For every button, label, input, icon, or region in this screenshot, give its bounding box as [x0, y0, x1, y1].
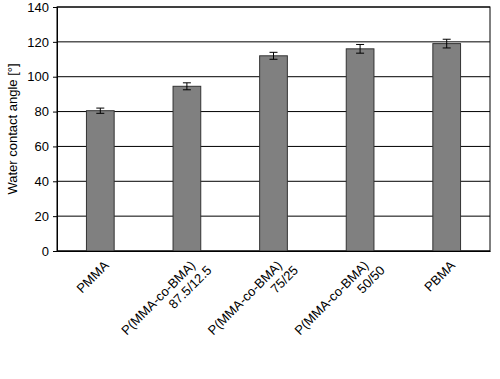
x-tick-label-line: P(MMA-co-BMA)	[205, 258, 285, 338]
chart: 020406080100120140PMMAP(MMA-co-BMA)87.5/…	[0, 0, 500, 379]
y-tick-mark	[53, 216, 57, 217]
y-tick: 40	[35, 174, 57, 189]
error-bar-line	[356, 53, 364, 54]
x-tick: P(MMA-co-BMA)87.5/12.5	[118, 251, 214, 348]
error-bar-line	[96, 113, 104, 114]
y-tick-label: 60	[35, 139, 49, 154]
y-tick: 20	[35, 209, 57, 224]
grid	[57, 7, 490, 251]
x-axis-line	[58, 251, 491, 252]
plot-frame	[57, 7, 490, 251]
x-tick-label: PMMA	[73, 257, 111, 295]
x-tick-label-line: 75/25	[267, 263, 301, 297]
error-bar	[356, 44, 364, 53]
bar	[346, 49, 374, 251]
y-tick: 100	[27, 69, 57, 84]
error-bar	[443, 39, 451, 48]
y-axis-line	[53, 8, 58, 252]
x-tick-label: P(MMA-co-BMA)87.5/12.5	[118, 252, 214, 348]
grid-line	[57, 41, 490, 42]
error-bar-line	[360, 44, 361, 53]
error-bar-line	[96, 108, 104, 109]
y-tick-mark	[53, 146, 57, 147]
bars	[86, 39, 460, 251]
error-bar-line	[186, 83, 187, 90]
error-bar	[96, 108, 104, 113]
y-tick-mark	[53, 181, 57, 182]
y-tick-label: 80	[35, 104, 49, 119]
y-tick: 120	[27, 35, 57, 50]
y-tick: 140	[27, 0, 57, 15]
y-tick-mark	[53, 77, 57, 78]
error-bar-line	[100, 108, 101, 113]
x-tick-label-line: 87.5/12.5	[166, 263, 215, 312]
y-tick-label: 140	[27, 0, 49, 15]
x-tick: PBMA	[421, 251, 458, 294]
error-bar-line	[183, 89, 191, 90]
error-bar-line	[270, 59, 278, 60]
y-tick-label: 40	[35, 174, 49, 189]
x-tick-label-line: PBMA	[421, 258, 458, 295]
x-tick-label-line: P(MMA-co-BMA)	[291, 258, 371, 338]
x-tick-label: P(MMA-co-BMA)50/50	[291, 252, 387, 348]
y-tick-label: 120	[27, 35, 49, 50]
error-bar-line	[183, 82, 191, 83]
x-tick-label-line: 50/50	[354, 263, 388, 297]
bar	[173, 86, 201, 251]
y-tick-mark	[53, 42, 57, 43]
x-tick: P(MMA-co-BMA)75/25	[205, 251, 301, 348]
x-tick: PMMA	[73, 251, 111, 296]
x-tick-label-line: PMMA	[73, 257, 111, 295]
x-tick-label: PBMA	[421, 258, 458, 295]
y-tick: 60	[35, 139, 57, 154]
error-bar-line	[443, 39, 451, 40]
error-bar-line	[446, 39, 447, 48]
x-tick: P(MMA-co-BMA)50/50	[291, 251, 387, 348]
y-tick-label: 100	[27, 69, 49, 84]
y-tick-mark	[53, 251, 57, 252]
y-tick-label: 0	[42, 244, 49, 259]
x-axis: PMMAP(MMA-co-BMA)87.5/12.5P(MMA-co-BMA)7…	[58, 251, 491, 348]
bar	[260, 56, 288, 251]
error-bar	[183, 83, 191, 90]
y-tick-mark	[53, 112, 57, 113]
y-axis: 0 20 40 60 80 100 120 140	[27, 0, 57, 259]
y-tick-mark	[53, 7, 57, 8]
y-axis-title: Water contact angle [°]	[5, 63, 20, 194]
y-tick: 80	[35, 104, 57, 119]
bar	[433, 44, 461, 251]
error-bar-line	[273, 52, 274, 59]
y-tick: 0	[42, 244, 57, 259]
error-bar-line	[270, 52, 278, 53]
error-bar-line	[356, 44, 364, 45]
x-tick-label: P(MMA-co-BMA)75/25	[205, 252, 301, 348]
y-tick-label: 20	[35, 209, 49, 224]
error-bar-line	[443, 47, 451, 48]
bar	[86, 111, 114, 251]
error-bar	[270, 52, 278, 59]
